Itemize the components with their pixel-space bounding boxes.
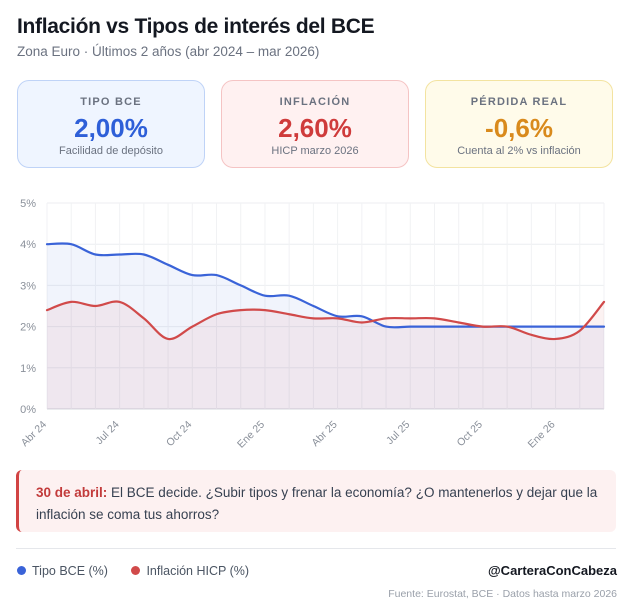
chart-legend: Tipo BCE (%) Inflación HICP (%) bbox=[17, 564, 269, 578]
x-tick-label: Oct 24 bbox=[164, 419, 194, 449]
legend-item-ecb-rate[interactable]: Tipo BCE (%) bbox=[17, 564, 108, 578]
x-tick-label: Oct 25 bbox=[455, 419, 485, 449]
x-tick-label: Abr 24 bbox=[19, 419, 49, 449]
line-chart: 0% 1% 2% 3% 4% 5% Abr 24 Jul 24 Oct 24 Ene 25 Abr … bbox=[19, 198, 606, 451]
inflation-value: 2,60% bbox=[278, 113, 352, 143]
real-loss-card: PÉRDIDA REAL -0,6% Cuenta al 2% vs infla… bbox=[425, 80, 613, 168]
ecb-rate-card: TIPO BCE 2,00% Facilidad de depósito bbox=[17, 80, 205, 168]
legend-dot-ecb-rate bbox=[17, 566, 26, 575]
series-line-inflation bbox=[45, 300, 606, 341]
x-tick-label: Ene 26 bbox=[526, 419, 558, 451]
x-tick-label: Abr 25 bbox=[309, 419, 339, 449]
area-inflation bbox=[47, 301, 604, 409]
real-loss-value: -0,6% bbox=[485, 113, 553, 143]
x-tick-label: Jul 25 bbox=[384, 419, 412, 447]
y-tick-label: 0% bbox=[20, 404, 36, 416]
ecb-rate-note: Facilidad de depósito bbox=[59, 145, 163, 157]
y-tick-label: 1% bbox=[20, 363, 36, 375]
legend-label-inflation: Inflación HICP (%) bbox=[146, 564, 250, 578]
ecb-rate-value: 2,00% bbox=[74, 113, 148, 143]
inflation-card: INFLACIÓN 2,60% HICP marzo 2026 bbox=[221, 80, 409, 168]
legend-dot-inflation bbox=[131, 566, 141, 575]
ecb-rate-label: TIPO BCE bbox=[80, 96, 142, 108]
footer-divider bbox=[16, 548, 616, 549]
inflation-note: HICP marzo 2026 bbox=[271, 145, 359, 157]
legend-label-ecb-rate: Tipo BCE (%) bbox=[32, 564, 108, 578]
x-tick-label: Ene 25 bbox=[235, 419, 267, 451]
y-tick-label: 4% bbox=[20, 239, 36, 251]
legend-item-inflation[interactable]: Inflación HICP (%) bbox=[131, 564, 249, 578]
y-tick-label: 3% bbox=[20, 280, 36, 292]
inflation-label: INFLACIÓN bbox=[279, 96, 351, 108]
y-tick-label: 2% bbox=[20, 322, 36, 334]
chart-title: Inflación vs Tipos de interés del BCE bbox=[17, 15, 375, 38]
callout-box: 30 de abril: El BCE decide. ¿Subir tipos… bbox=[16, 470, 616, 532]
real-loss-note: Cuenta al 2% vs inflación bbox=[457, 145, 581, 157]
x-tick-label: Jul 24 bbox=[93, 419, 121, 447]
callout-text: El BCE decide. ¿Subir tipos y frenar la … bbox=[36, 485, 598, 522]
callout-highlight: 30 de abril: bbox=[36, 485, 108, 500]
brand-handle: @CarteraConCabeza bbox=[488, 563, 617, 578]
y-tick-label: 5% bbox=[20, 198, 36, 210]
real-loss-label: PÉRDIDA REAL bbox=[470, 96, 568, 108]
source-note: Fuente: Eurostat, BCE · Datos hasta marz… bbox=[388, 588, 617, 600]
area-ecb-rate bbox=[47, 243, 604, 409]
chart-subtitle: Zona Euro · Últimos 2 años (abr 2024 – m… bbox=[17, 44, 320, 59]
